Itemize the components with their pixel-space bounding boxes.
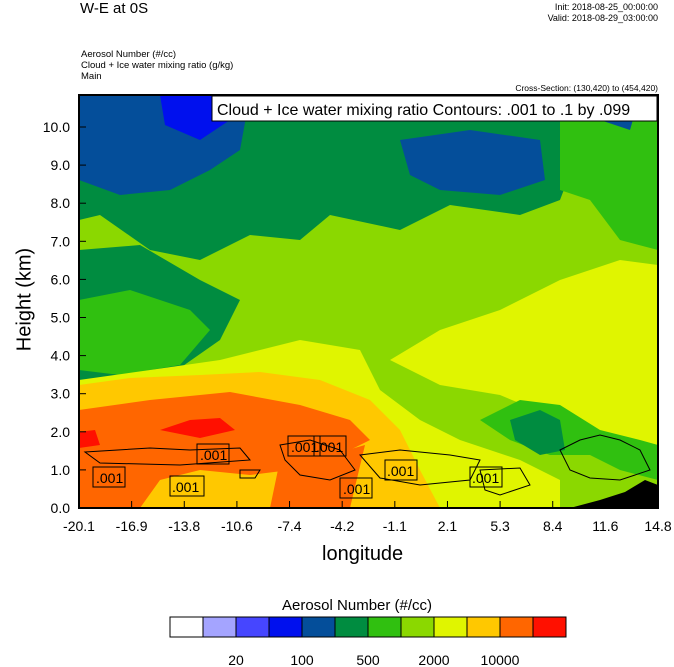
colorbar-label: 2000 — [418, 652, 449, 667]
x-tick-label: -13.8 — [168, 518, 200, 534]
contour-label: .001 — [169, 475, 205, 497]
svg-text:.001: .001 — [291, 439, 318, 455]
field-darkblue-mid — [400, 130, 545, 195]
field-orange — [79, 392, 370, 508]
contour-label: .001 — [339, 477, 373, 499]
colorbar-swatch — [235, 616, 270, 638]
x-tick-label: 11.6 — [592, 518, 618, 534]
plot-frame — [78, 94, 659, 509]
y-axis-label: Height (km) — [13, 247, 36, 352]
contour-label: .001 — [92, 466, 126, 488]
colorbar-swatch — [301, 616, 336, 638]
x-tick-label: 8.4 — [543, 518, 563, 534]
svg-text:.001: .001 — [172, 479, 199, 495]
x-tick-label: -16.9 — [116, 518, 148, 534]
colorbar-swatch — [499, 616, 534, 638]
field-red-left — [79, 430, 100, 448]
svg-text:.001: .001 — [96, 470, 123, 486]
x-tick-label: -20.1 — [63, 518, 95, 534]
y-tick-label: 0.0 — [51, 500, 71, 516]
contour-info-box: Cloud + Ice water mixing ratio Contours:… — [211, 95, 658, 122]
colorbar-swatch — [367, 616, 402, 638]
contour-info-text: Cloud + Ice water mixing ratio Contours:… — [217, 102, 630, 119]
y-tick-label: 7.0 — [51, 233, 71, 249]
valid-time: Valid: 2018-08-29_03:00:00 — [547, 13, 658, 23]
contour-label: .001 — [196, 443, 230, 465]
contour-label: .001 — [313, 435, 347, 457]
field-orange-mid — [270, 445, 365, 508]
x-tick-label: -7.4 — [277, 518, 301, 534]
colorbar-swatch — [466, 616, 501, 638]
colorbar-swatch — [532, 616, 567, 638]
contour-label: .001 — [469, 466, 503, 488]
y-tick-label: 3.0 — [51, 386, 71, 402]
x-tick-label: 14.8 — [644, 518, 671, 534]
subtitle-main: Main — [81, 71, 102, 82]
cloud-contour-lines — [83, 434, 651, 496]
y-tick-label: 1.0 — [51, 462, 71, 478]
contour-labels: .001 .001 .001 .001 .001 .001 .001 .001 — [92, 435, 503, 499]
plot-title: W-E at 0S — [80, 0, 149, 17]
terrain — [570, 480, 658, 508]
field-green-right — [560, 95, 658, 250]
y-tick-label: 5.0 — [51, 310, 71, 326]
x-tick-label: -4.2 — [330, 518, 354, 534]
svg-text:.001: .001 — [387, 463, 414, 479]
svg-text:.001: .001 — [472, 470, 499, 486]
x-tick-label: 2.1 — [438, 518, 458, 534]
x-tick-label: 5.3 — [490, 518, 510, 534]
colorbar-swatch — [169, 616, 204, 638]
init-time: Init: 2018-08-25_00:00:00 — [554, 2, 658, 12]
colorbar-swatch — [433, 616, 468, 638]
svg-text:.001: .001 — [316, 439, 343, 455]
field-yellow-right — [390, 260, 658, 470]
x-tick-label: -1.1 — [383, 518, 407, 534]
colorbar-label: 100 — [290, 652, 314, 667]
field-darkgreen-lower-right — [510, 410, 565, 455]
x-tick-label: -10.6 — [221, 518, 253, 534]
y-tick-label: 10.0 — [43, 119, 70, 135]
x-axis-label: longitude — [322, 543, 404, 565]
contour-label: .001 — [287, 435, 321, 457]
y-tick-label: 8.0 — [51, 195, 71, 211]
colorbar-swatch — [400, 616, 435, 638]
field-medgreen-left — [79, 290, 210, 375]
colorbar-label: 20 — [228, 652, 244, 667]
y-tick-label: 4.0 — [51, 348, 71, 364]
filled-contours: .001 .001 .001 .001 .001 .001 .001 .001 — [79, 95, 658, 508]
subtitle-aerosol: Aerosol Number (#/cc) — [81, 49, 177, 60]
field-red-patch — [160, 418, 235, 438]
colorbar-title: Aerosol Number (#/cc) — [282, 597, 433, 614]
contour-label: .001 — [384, 459, 418, 481]
y-tick-label: 2.0 — [51, 424, 71, 440]
subtitle-cloud: Cloud + Ice water mixing ratio (g/kg) — [81, 60, 234, 71]
colorbar-label: 500 — [356, 652, 380, 667]
colorbar-label: 10000 — [481, 652, 520, 667]
svg-text:.001: .001 — [343, 481, 370, 497]
cross-section-label: Cross-Section: (130,420) to (454,420) — [515, 83, 658, 93]
colorbar-swatch — [268, 616, 303, 638]
colorbar-swatch — [202, 616, 237, 638]
svg-text:.001: .001 — [200, 447, 227, 463]
colorbar-swatch — [334, 616, 369, 638]
y-tick-label: 9.0 — [51, 157, 71, 173]
y-tick-label: 6.0 — [51, 271, 71, 287]
